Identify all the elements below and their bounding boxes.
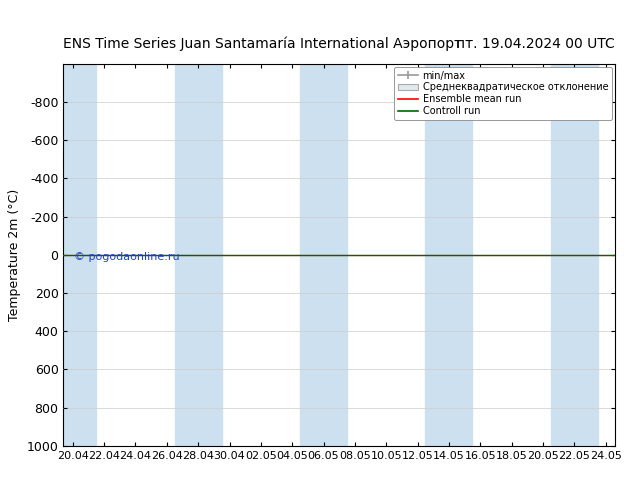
Bar xyxy=(300,64,347,446)
Text: ENS Time Series Juan Santamaría International Аэропорт: ENS Time Series Juan Santamaría Internat… xyxy=(63,37,463,51)
Bar xyxy=(174,64,222,446)
Text: пт. 19.04.2024 00 UTC: пт. 19.04.2024 00 UTC xyxy=(456,37,615,51)
Bar xyxy=(551,64,598,446)
Legend: min/max, Среднеквадратическое отклонение, Ensemble mean run, Controll run: min/max, Среднеквадратическое отклонение… xyxy=(394,67,612,120)
Text: © pogodaonline.ru: © pogodaonline.ru xyxy=(74,252,180,262)
Bar xyxy=(425,64,472,446)
Bar xyxy=(49,64,96,446)
Y-axis label: Temperature 2m (°C): Temperature 2m (°C) xyxy=(8,189,21,321)
